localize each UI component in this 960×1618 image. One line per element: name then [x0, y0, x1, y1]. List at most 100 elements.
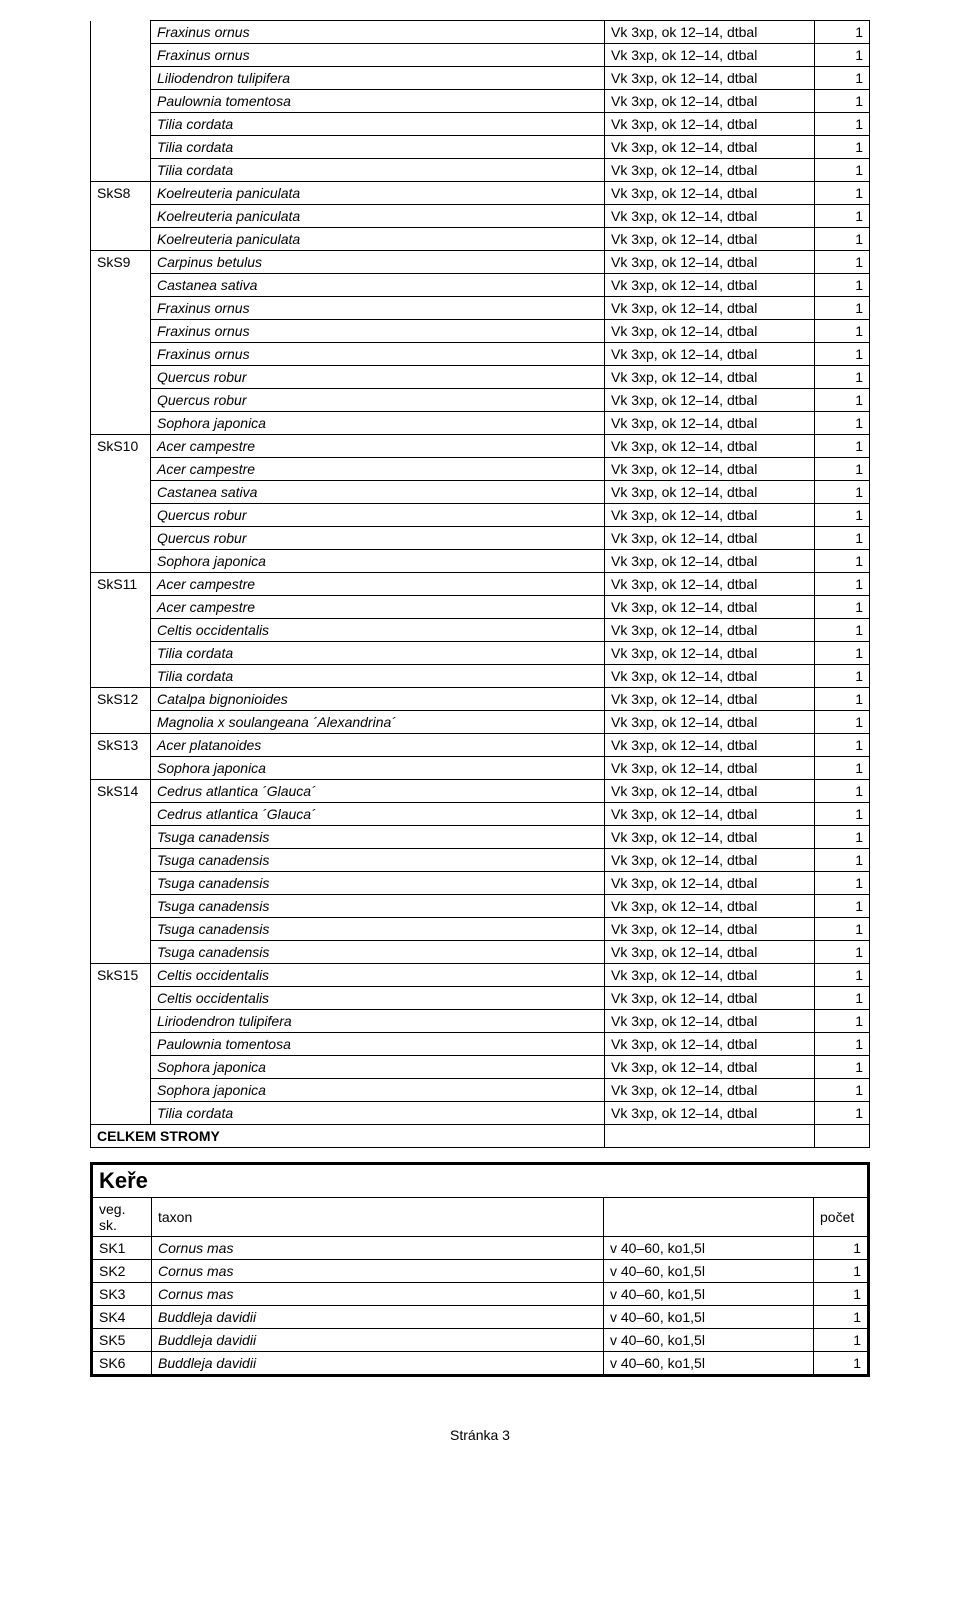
taxon-cell: Buddleja davidii: [152, 1306, 604, 1329]
table-row: SkS8Koelreuteria paniculataVk 3xp, ok 12…: [91, 182, 870, 205]
taxon-cell: Quercus robur: [151, 504, 605, 527]
taxon-cell: Castanea sativa: [151, 274, 605, 297]
taxon-cell: Tsuga canadensis: [151, 941, 605, 964]
spacer: [90, 1148, 870, 1162]
table-row: Sophora japonicaVk 3xp, ok 12–14, dtbal1: [91, 412, 870, 435]
taxon-cell: Tsuga canadensis: [151, 849, 605, 872]
count-cell: 1: [815, 711, 870, 734]
table-row: Fraxinus ornusVk 3xp, ok 12–14, dtbal1: [91, 320, 870, 343]
spec-cell: Vk 3xp, ok 12–14, dtbal: [605, 21, 815, 44]
taxon-cell: Paulownia tomentosa: [151, 90, 605, 113]
group-cell: SkS11: [91, 573, 151, 688]
taxon-cell: Catalpa bignonioides: [151, 688, 605, 711]
taxon-cell: Tsuga canadensis: [151, 826, 605, 849]
spec-cell: Vk 3xp, ok 12–14, dtbal: [605, 573, 815, 596]
taxon-cell: Tilia cordata: [151, 642, 605, 665]
taxon-cell: Cornus mas: [152, 1283, 604, 1306]
spec-cell: Vk 3xp, ok 12–14, dtbal: [605, 1102, 815, 1125]
table-row: Koelreuteria paniculataVk 3xp, ok 12–14,…: [91, 228, 870, 251]
group-cell: SK6: [92, 1352, 152, 1376]
table-row: Tsuga canadensisVk 3xp, ok 12–14, dtbal1: [91, 918, 870, 941]
table-row: Paulownia tomentosaVk 3xp, ok 12–14, dtb…: [91, 90, 870, 113]
table-row: Tilia cordataVk 3xp, ok 12–14, dtbal1: [91, 665, 870, 688]
table-row: Sophora japonicaVk 3xp, ok 12–14, dtbal1: [91, 1056, 870, 1079]
spec-cell: Vk 3xp, ok 12–14, dtbal: [605, 964, 815, 987]
taxon-cell: Fraxinus ornus: [151, 297, 605, 320]
taxon-cell: Carpinus betulus: [151, 251, 605, 274]
table-row: Sophora japonicaVk 3xp, ok 12–14, dtbal1: [91, 1079, 870, 1102]
page-footer: Stránka 3: [90, 1427, 870, 1443]
taxon-cell: Sophora japonica: [151, 550, 605, 573]
spec-cell: Vk 3xp, ok 12–14, dtbal: [605, 780, 815, 803]
taxon-cell: Fraxinus ornus: [151, 44, 605, 67]
spec-cell: Vk 3xp, ok 12–14, dtbal: [605, 320, 815, 343]
group-cell: SkS14: [91, 780, 151, 964]
table-row: Sophora japonicaVk 3xp, ok 12–14, dtbal1: [91, 550, 870, 573]
spec-cell: Vk 3xp, ok 12–14, dtbal: [605, 734, 815, 757]
spec-cell: Vk 3xp, ok 12–14, dtbal: [605, 987, 815, 1010]
count-cell: 1: [815, 826, 870, 849]
taxon-cell: Acer platanoides: [151, 734, 605, 757]
group-cell: SkS8: [91, 182, 151, 251]
count-cell: 1: [815, 688, 870, 711]
section-title: Keře: [92, 1164, 869, 1198]
spec-cell: Vk 3xp, ok 12–14, dtbal: [605, 1033, 815, 1056]
taxon-cell: Acer campestre: [151, 458, 605, 481]
spec-cell: Vk 3xp, ok 12–14, dtbal: [605, 527, 815, 550]
count-cell: 1: [814, 1306, 869, 1329]
spec-cell: v 40–60, ko1,5l: [604, 1260, 814, 1283]
count-cell: 1: [815, 251, 870, 274]
table-row: Tsuga canadensisVk 3xp, ok 12–14, dtbal1: [91, 941, 870, 964]
spec-cell: Vk 3xp, ok 12–14, dtbal: [605, 642, 815, 665]
taxon-cell: Cornus mas: [152, 1237, 604, 1260]
taxon-cell: Acer campestre: [151, 596, 605, 619]
taxon-cell: Paulownia tomentosa: [151, 1033, 605, 1056]
count-cell: 1: [815, 1010, 870, 1033]
spec-cell: Vk 3xp, ok 12–14, dtbal: [605, 665, 815, 688]
count-cell: 1: [815, 1102, 870, 1125]
spec-cell: v 40–60, ko1,5l: [604, 1352, 814, 1376]
table-row: Sophora japonicaVk 3xp, ok 12–14, dtbal1: [91, 757, 870, 780]
taxon-cell: Sophora japonica: [151, 1079, 605, 1102]
spec-cell: Vk 3xp, ok 12–14, dtbal: [605, 113, 815, 136]
table-row: Tsuga canadensisVk 3xp, ok 12–14, dtbal1: [91, 872, 870, 895]
table-row: SkS13Acer platanoidesVk 3xp, ok 12–14, d…: [91, 734, 870, 757]
shrubs-table: Keřeveg. sk.taxonpočetSK1Cornus masv 40–…: [90, 1162, 870, 1377]
table-row: Quercus roburVk 3xp, ok 12–14, dtbal1: [91, 504, 870, 527]
taxon-cell: Magnolia x soulangeana ´Alexandrina´: [151, 711, 605, 734]
count-cell: 1: [815, 849, 870, 872]
taxon-cell: Acer campestre: [151, 573, 605, 596]
table-row: Tilia cordataVk 3xp, ok 12–14, dtbal1: [91, 1102, 870, 1125]
taxon-cell: Quercus robur: [151, 366, 605, 389]
taxon-cell: Sophora japonica: [151, 1056, 605, 1079]
count-cell: 1: [815, 550, 870, 573]
spec-cell: Vk 3xp, ok 12–14, dtbal: [605, 711, 815, 734]
table-row: Acer campestreVk 3xp, ok 12–14, dtbal1: [91, 596, 870, 619]
taxon-cell: Castanea sativa: [151, 481, 605, 504]
spec-cell: Vk 3xp, ok 12–14, dtbal: [605, 297, 815, 320]
group-cell: SK5: [92, 1329, 152, 1352]
spec-cell: Vk 3xp, ok 12–14, dtbal: [605, 228, 815, 251]
table-row: Celtis occidentalisVk 3xp, ok 12–14, dtb…: [91, 619, 870, 642]
count-cell: 1: [815, 642, 870, 665]
taxon-cell: Celtis occidentalis: [151, 619, 605, 642]
taxon-cell: Cedrus atlantica ´Glauca´: [151, 780, 605, 803]
taxon-cell: Sophora japonica: [151, 757, 605, 780]
header-spec: [604, 1198, 814, 1237]
group-cell: SkS13: [91, 734, 151, 780]
total-label: CELKEM STROMY: [91, 1125, 605, 1148]
taxon-cell: Tilia cordata: [151, 1102, 605, 1125]
count-cell: 1: [815, 941, 870, 964]
spec-cell: Vk 3xp, ok 12–14, dtbal: [605, 1056, 815, 1079]
table-row: Acer campestreVk 3xp, ok 12–14, dtbal1: [91, 458, 870, 481]
spec-cell: Vk 3xp, ok 12–14, dtbal: [605, 504, 815, 527]
table-row: Fraxinus ornusVk 3xp, ok 12–14, dtbal1: [91, 297, 870, 320]
count-cell: 1: [815, 734, 870, 757]
spec-cell: Vk 3xp, ok 12–14, dtbal: [605, 251, 815, 274]
count-cell: 1: [815, 665, 870, 688]
table-row: Tilia cordataVk 3xp, ok 12–14, dtbal1: [91, 113, 870, 136]
spec-cell: Vk 3xp, ok 12–14, dtbal: [605, 136, 815, 159]
spec-cell: v 40–60, ko1,5l: [604, 1329, 814, 1352]
taxon-cell: Koelreuteria paniculata: [151, 228, 605, 251]
count-cell: 1: [815, 1079, 870, 1102]
